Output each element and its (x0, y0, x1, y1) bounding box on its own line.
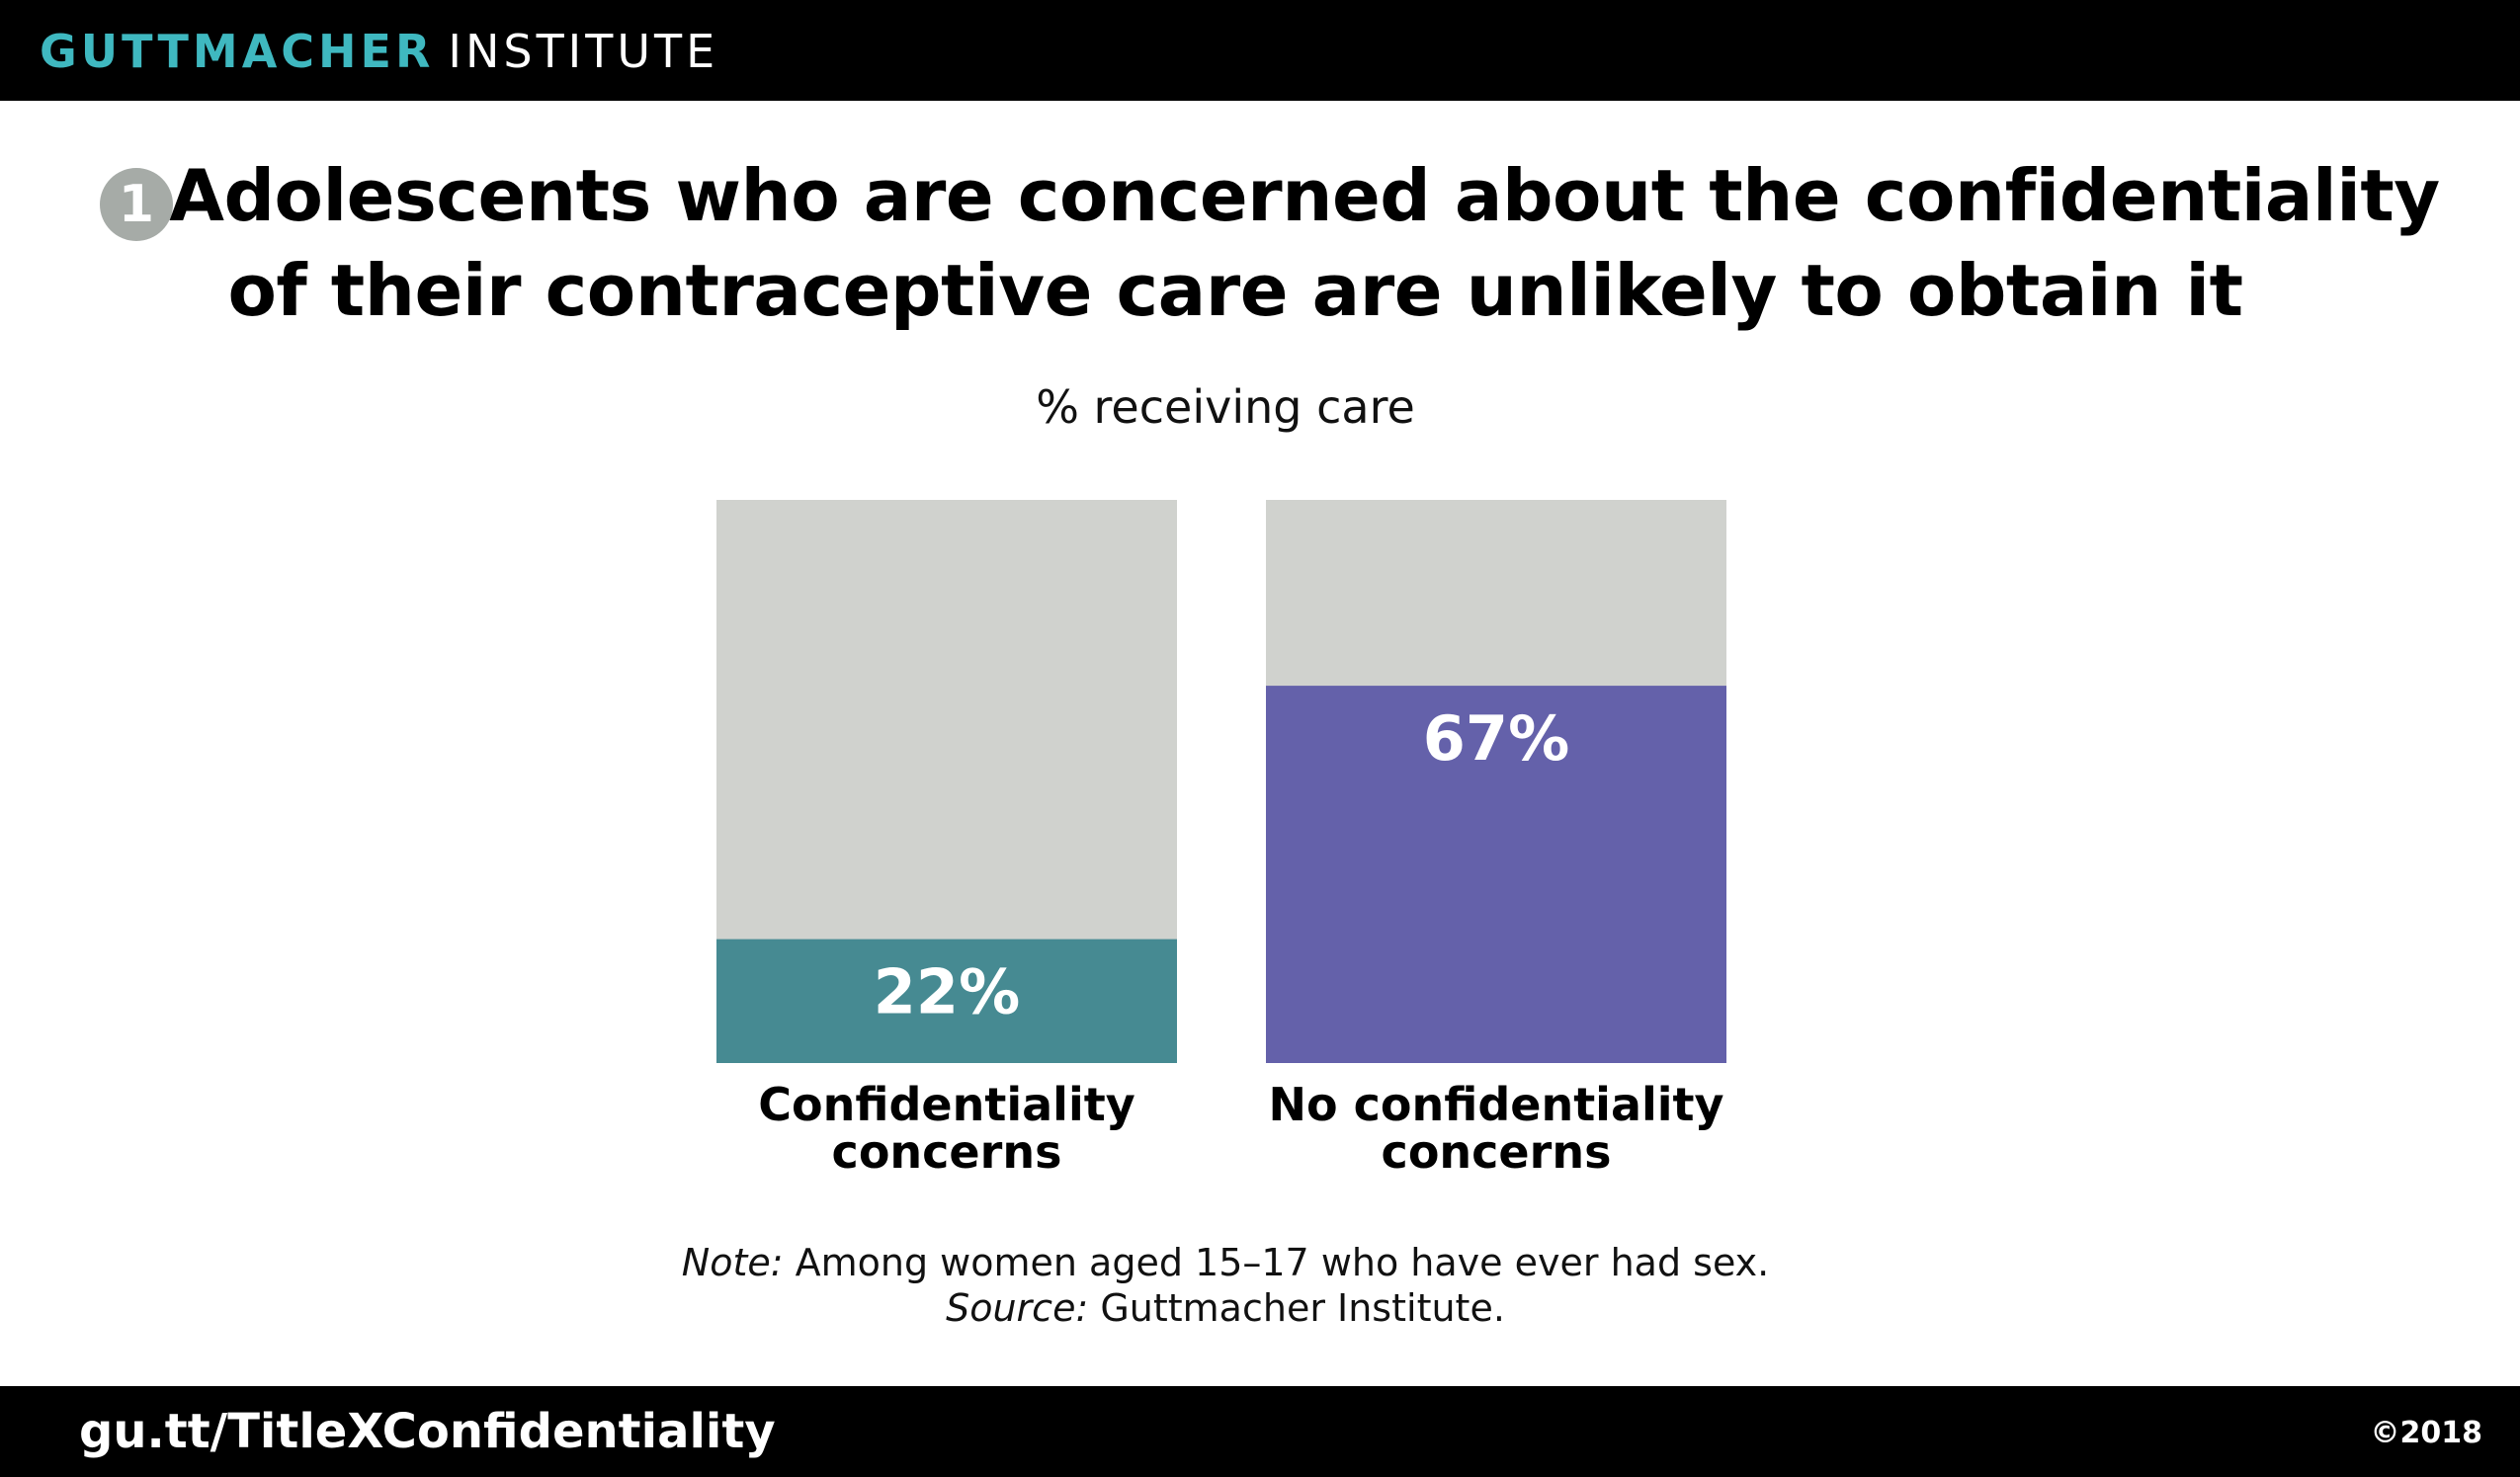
footer-bar: gu.tt/TitleXConfidentiality ©2018 (0, 1386, 2520, 1477)
number-badge: 1 (100, 168, 173, 241)
source-line: Source: Guttmacher Institute. (0, 1285, 2451, 1331)
title-line-1: Adolescents who are concerned about the … (169, 154, 2440, 237)
note-label: Note: (681, 1241, 784, 1284)
header-bar: GUTTMACHER INSTITUTE (0, 0, 2520, 101)
notes: Note: Among women aged 15–17 who have ev… (0, 1240, 2451, 1331)
footer-url[interactable]: gu.tt/TitleXConfidentiality (79, 1404, 776, 1459)
note-text: Among women aged 15–17 who have ever had… (783, 1241, 1770, 1284)
source-label: Source: (946, 1286, 1089, 1330)
bar-value-label: 67% (1423, 702, 1569, 775)
bar-value-label: 22% (874, 956, 1020, 1028)
chart-subtitle: % receiving care (1036, 380, 1415, 434)
category-label: concerns (1382, 1125, 1612, 1179)
note-line: Note: Among women aged 15–17 who have ev… (0, 1240, 2451, 1285)
brand-primary-text: GUTTMACHER (40, 25, 435, 78)
source-text: Guttmacher Institute. (1088, 1286, 1505, 1330)
bar (716, 939, 1177, 1063)
title-line-2: of their contraceptive care are unlikely… (227, 249, 2243, 332)
copyright: ©2018 (2370, 1416, 2483, 1450)
category-label: Confidentiality (758, 1078, 1134, 1131)
brand-logo: GUTTMACHER INSTITUTE (40, 22, 718, 81)
chart-title: 1 Adolescents who are concerned about th… (0, 148, 2520, 336)
brand-secondary-text: INSTITUTE (448, 25, 719, 78)
category-label: concerns (832, 1125, 1062, 1179)
category-label: No confidentiality (1268, 1078, 1723, 1131)
bar (1266, 686, 1726, 1063)
